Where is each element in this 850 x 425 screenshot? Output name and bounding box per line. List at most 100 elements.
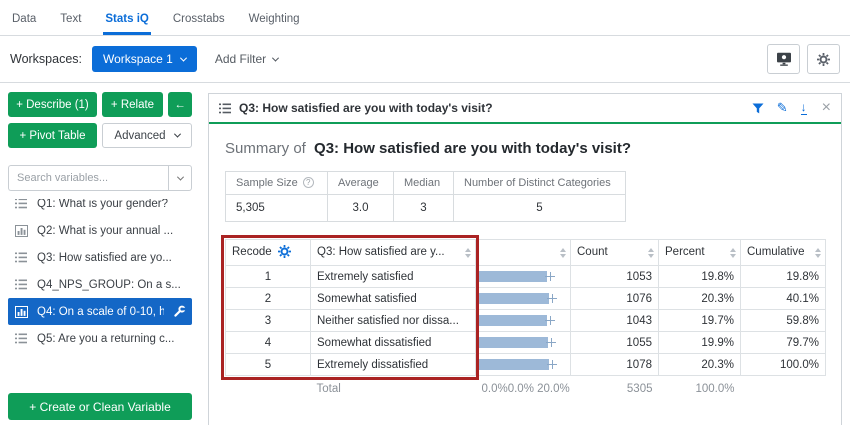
freq-col-header-question[interactable]: Q3: How satisfied are y... [310, 239, 476, 266]
sort-arrows-icon[interactable] [815, 247, 821, 258]
tab-weighting[interactable]: Weighting [248, 13, 300, 25]
freq-header-label: Recode [232, 246, 272, 259]
error-bar-icon [547, 293, 558, 304]
wrench-icon[interactable] [173, 305, 186, 318]
chevron-down-icon [173, 130, 181, 138]
table-row[interactable]: 3 Neither satisfied nor dissa... 1043 19.7%… [225, 309, 826, 332]
variable-item[interactable]: Q2: What is your annual ... [8, 217, 192, 244]
advanced-label: Advanced [114, 129, 166, 142]
total-empty-cell [225, 375, 311, 397]
cell-percent: 19.9% [658, 331, 741, 354]
gear-icon[interactable] [277, 244, 291, 261]
summary-col-header: Sample Size? [225, 171, 328, 195]
cell-count: 1078 [570, 353, 659, 376]
table-row[interactable]: 4 Somewhat dissatisfied 1055 19.9% 79.7% [225, 331, 826, 354]
card-body: Summary of Q3: How satisfied are you wit… [209, 124, 841, 411]
freq-header-label: Q3: How satisfied are y... [317, 246, 445, 259]
search-filter-dropdown[interactable] [168, 165, 192, 191]
freq-col-header-recode[interactable]: Recode [225, 239, 311, 266]
summary-header-label: Sample Size [236, 177, 298, 189]
bar-wrap [476, 354, 570, 375]
tab-text[interactable]: Text [60, 13, 82, 25]
cell-recode: 5 [225, 353, 311, 376]
total-percent: 100.0% [658, 375, 741, 397]
list-icon [14, 333, 28, 344]
variable-item[interactable]: Q3: How satisfied are yo... [8, 244, 192, 271]
sort-arrows-icon[interactable] [648, 247, 654, 258]
cell-count: 1076 [570, 287, 659, 310]
workspace-select[interactable]: Workspace 1 [92, 46, 197, 72]
variable-item[interactable]: Q4_NPS_GROUP: On a s... [8, 271, 192, 298]
add-filter-button[interactable]: Add Filter [214, 52, 280, 66]
tab-data[interactable]: Data [12, 13, 37, 25]
summary-table: Sample Size? Average Median Number of Disti… [225, 171, 626, 222]
sort-arrows-icon[interactable] [560, 247, 566, 258]
search-variables-input[interactable] [8, 165, 168, 191]
table-row[interactable]: 5 Extremely dissatisfied 1078 20.3% 100.0% [225, 353, 826, 376]
chevron-down-icon [179, 54, 187, 62]
summary-value: 5 [453, 194, 626, 222]
filter-button[interactable] [752, 103, 764, 114]
relate-button[interactable]: + Relate [102, 92, 163, 117]
summary-question: Q3: How satisfied are you with today's v… [314, 140, 632, 157]
summary-value: 5,305 [225, 194, 328, 222]
summary-title: Summary of Q3: How satisfied are you wit… [225, 140, 825, 157]
error-bar-icon [545, 271, 556, 282]
variable-item[interactable]: Q4: On a scale of 0-10, h... [8, 298, 192, 325]
table-row[interactable]: 1 Extremely satisfied 1053 19.8% 19.8% [225, 265, 826, 288]
summary-value: 3.0 [327, 194, 394, 222]
cell-label: Somewhat dissatisfied [310, 331, 476, 354]
freq-col-header-count[interactable]: Count [570, 239, 659, 266]
download-button[interactable]: ↓ [800, 101, 807, 115]
frequency-bar [476, 271, 548, 282]
variable-label: Q2: What is your annual ... [37, 224, 174, 237]
search-row [8, 165, 192, 191]
pivot-table-button[interactable]: + Pivot Table [8, 123, 97, 148]
bar-wrap [476, 266, 570, 287]
summary-col-header: Number of Distinct Categories [453, 171, 626, 195]
cell-label: Neither satisfied nor dissa... [310, 309, 476, 332]
freq-header-label: Count [577, 246, 608, 259]
frequency-table-wrap: Recode Q3: How satisfied are y... Count Per… [221, 235, 826, 397]
variable-item[interactable]: Q5: Are you a returning c... [8, 325, 192, 352]
sort-arrows-icon[interactable] [730, 247, 736, 258]
assistant-button[interactable] [767, 44, 800, 74]
edit-button[interactable]: ✎ [777, 101, 788, 114]
tab-crosstabs[interactable]: Crosstabs [172, 13, 225, 25]
advanced-button[interactable]: Advanced [102, 123, 192, 148]
list-icon [14, 279, 28, 290]
back-button[interactable]: ← [168, 92, 192, 117]
freq-col-header-cumulative[interactable]: Cumulative [740, 239, 826, 266]
freq-col-header-chart[interactable] [475, 239, 571, 266]
cell-count: 1043 [570, 309, 659, 332]
create-or-clean-variable-button[interactable]: + Create or Clean Variable [8, 393, 192, 420]
workspace-select-label: Workspace 1 [103, 52, 173, 66]
variable-item[interactable]: Q1: What is your gender? [8, 199, 192, 217]
add-filter-label: Add Filter [214, 52, 267, 66]
freq-col-header-percent[interactable]: Percent [658, 239, 741, 266]
describe-button[interactable]: + Describe (1) [8, 92, 97, 117]
settings-button[interactable] [807, 44, 840, 74]
frequency-table: Recode Q3: How satisfied are y... Count Per… [225, 239, 826, 397]
sort-arrows-icon[interactable] [465, 247, 471, 258]
top-nav: Data Text Stats iQ Crosstabs Weighting [0, 0, 850, 36]
monitor-icon [776, 52, 792, 66]
summary-table-header-row: Sample Size? Average Median Number of Disti… [225, 171, 626, 195]
close-button[interactable]: × [822, 100, 831, 116]
tab-stats-iq[interactable]: Stats iQ [103, 3, 151, 35]
gear-icon [817, 52, 830, 66]
cell-count: 1053 [570, 265, 659, 288]
table-row[interactable]: 2 Somewhat satisfied 1076 20.3% 40.1% [225, 287, 826, 310]
bar-cell [475, 287, 571, 310]
error-bar-icon [547, 359, 558, 370]
frequency-bar [476, 337, 548, 348]
cell-label: Somewhat satisfied [310, 287, 476, 310]
freq-table-footer: Total 0.0%0.0% 20.0% 5305 100.0% [225, 375, 826, 397]
bar-cell [475, 265, 571, 288]
filter-icon [752, 103, 764, 114]
sidebar-button-row-1: + Describe (1) + Relate ← [8, 92, 192, 117]
bar-wrap [476, 310, 570, 331]
variable-label: Q1: What is your gender? [37, 199, 169, 210]
total-label: Total [310, 375, 476, 397]
